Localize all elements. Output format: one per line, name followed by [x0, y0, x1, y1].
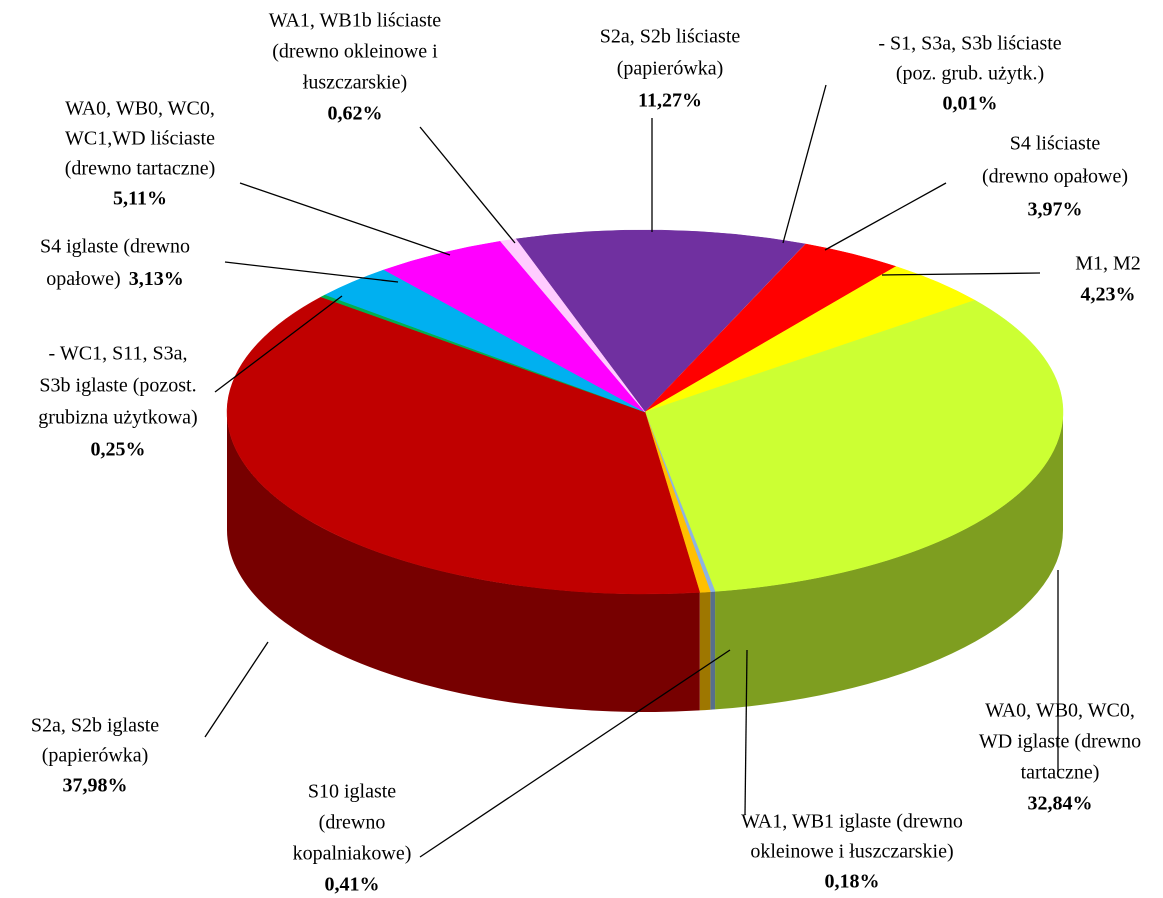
category-label: WC1,WD liściaste [65, 128, 215, 150]
leader-line [214, 295, 343, 393]
value-label: 3,13% [129, 268, 184, 290]
category-label: grubizna użytkowa) [38, 407, 197, 429]
category-label: (drewno [319, 812, 386, 834]
value-label: 0,01% [943, 93, 998, 115]
leader-line [744, 649, 748, 816]
slice-side [710, 591, 716, 710]
category-label: łuszczarskie) [303, 72, 407, 94]
value-label: 37,98% [63, 775, 128, 797]
category-label: S10 iglaste [308, 781, 396, 803]
slice-label: opałowe) 3,13% [46, 268, 183, 290]
category-label: tartaczne) [1021, 762, 1100, 784]
category-label: - WC1, S11, S3a, [49, 343, 188, 365]
leader-line [204, 641, 269, 738]
category-label: opałowe) [46, 268, 120, 290]
slice-side [699, 591, 711, 711]
leader-line [419, 126, 516, 244]
category-label: (drewno opałowe) [982, 166, 1128, 188]
slice [515, 229, 806, 413]
slice-side [227, 412, 700, 712]
category-label: okleinowe i łuszczarskie) [750, 841, 953, 863]
value-label: 5,11% [113, 188, 167, 210]
category-label: (papierówka) [617, 58, 724, 80]
leader-line [824, 182, 947, 251]
category-label: WA0, WB0, WC0, [985, 700, 1135, 722]
category-label: (papierówka) [42, 745, 149, 767]
value-label: 0,62% [328, 103, 383, 125]
category-label: S2a, S2b liściaste [600, 26, 741, 48]
slice [644, 299, 1064, 592]
category-label: WA1, WB1b liściaste [269, 10, 442, 32]
category-label: WA1, WB1 iglaste (drewno [741, 811, 963, 833]
value-label: 0,18% [825, 871, 880, 893]
leader-line [239, 182, 451, 256]
category-label: S3b iglaste (pozost. [39, 375, 196, 397]
category-label: S4 liściaste [1010, 133, 1101, 155]
slice [499, 238, 646, 413]
category-label: (drewno okleinowe i [272, 41, 438, 63]
value-label: 4,23% [1081, 284, 1136, 306]
leader-line [881, 272, 1041, 276]
value-label: 11,27% [638, 90, 702, 112]
leader-line [419, 649, 731, 858]
category-label: kopalniakowe) [293, 843, 412, 865]
value-label: 32,84% [1028, 793, 1093, 815]
category-label: - S1, S3a, S3b liściaste [878, 33, 1061, 55]
value-label: 3,97% [1028, 199, 1083, 221]
value-label: 0,25% [91, 439, 146, 461]
category-label: M1, M2 [1075, 253, 1141, 275]
value-label: 0,41% [325, 874, 380, 896]
category-label: WD iglaste (drewno [979, 731, 1141, 753]
leader-line [782, 84, 827, 244]
slice [226, 296, 701, 595]
category-label: S4 iglaste (drewno [40, 236, 190, 258]
leader-line [224, 261, 399, 283]
slice-side [715, 412, 1063, 710]
category-label: S2a, S2b iglaste [31, 715, 159, 737]
category-label: WA0, WB0, WC0, [65, 98, 215, 120]
category-label: (poz. grub. użytk.) [896, 63, 1044, 85]
category-label: (drewno tartaczne) [65, 158, 215, 180]
